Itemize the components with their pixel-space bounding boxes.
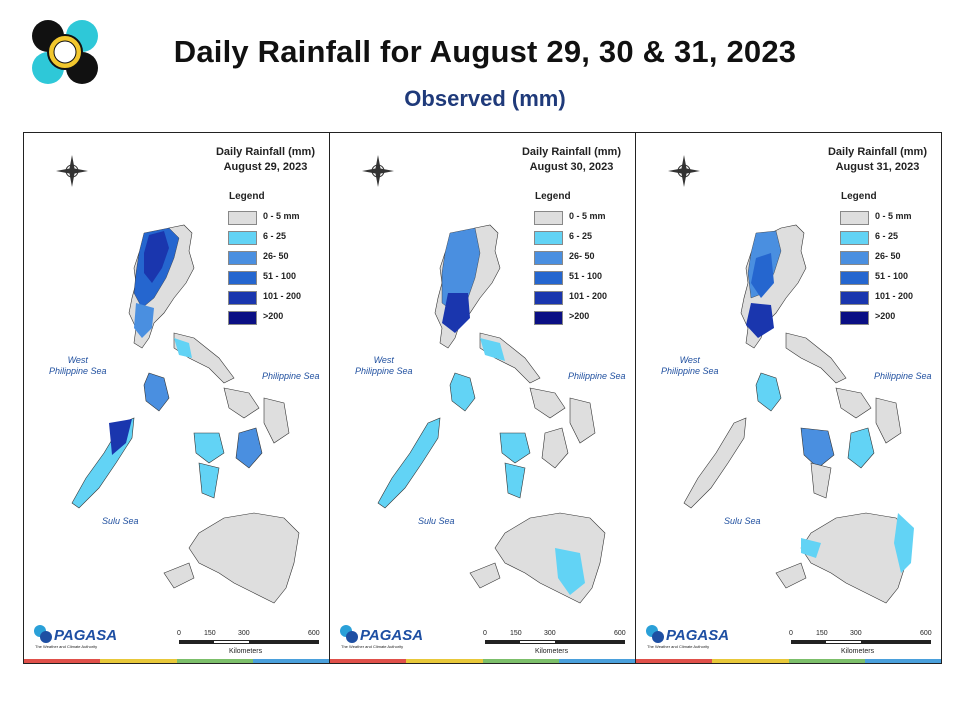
legend-title: Legend xyxy=(535,191,571,202)
legend-label: 101 - 200 xyxy=(263,291,302,301)
legend-label: 26- 50 xyxy=(875,251,901,261)
pagasa-logo: PAGASA The Weather and Climate Authority xyxy=(34,625,118,649)
legend-swatch xyxy=(534,291,563,305)
panel-title-text: Daily Rainfall (mm) xyxy=(521,146,621,158)
map-panel-aug-30: Daily Rainfall (mm) August 30, 2023 Lege… xyxy=(329,132,636,664)
map-panel-aug-29: Daily Rainfall (mm) August 29, 2023 Lege… xyxy=(23,132,330,664)
panel-date: August 29, 2023 xyxy=(223,161,308,173)
legend-swatch xyxy=(228,271,257,285)
legend-swatch xyxy=(534,311,563,325)
panel-title-text: Daily Rainfall (mm) xyxy=(215,146,315,158)
legend-label: 6 - 25 xyxy=(875,231,899,241)
legend-label: 51 - 100 xyxy=(875,271,909,281)
sulu-sea-label: Sulu Sea xyxy=(418,516,455,526)
legend-label: 26- 50 xyxy=(569,251,595,261)
panel-title: Daily Rainfall (mm) August 29, 2023 xyxy=(216,145,315,175)
legend-label: 0 - 5 mm xyxy=(875,211,912,221)
dost-logo xyxy=(30,18,100,86)
legend-swatch xyxy=(228,291,257,305)
color-stripe xyxy=(24,659,329,663)
legend-swatch xyxy=(228,251,257,265)
legend-swatch xyxy=(228,231,257,245)
sulu-sea-label: Sulu Sea xyxy=(724,516,761,526)
legend-label: 101 - 200 xyxy=(569,291,608,301)
west-philippine-sea-label: West Philippine Sea xyxy=(49,355,107,376)
legend-label: >200 xyxy=(569,311,590,321)
legend-label: 26- 50 xyxy=(263,251,289,261)
philippine-sea-label: Philippine Sea xyxy=(568,371,626,381)
scale-bar: 0 150 300 600 Kilometers xyxy=(177,630,320,655)
legend-swatch xyxy=(840,231,869,245)
philippines-map xyxy=(71,224,300,604)
philippines-map xyxy=(683,224,914,604)
compass-icon xyxy=(358,151,398,191)
philippine-sea-label: Philippine Sea xyxy=(262,371,320,381)
legend-swatch xyxy=(840,271,869,285)
map-panel-aug-31: Daily Rainfall (mm) August 31, 2023 Lege… xyxy=(635,132,942,664)
panel-date: August 30, 2023 xyxy=(529,161,614,173)
pagasa-logo: PAGASA The Weather and Climate Authority xyxy=(340,625,424,649)
color-stripe xyxy=(636,659,941,663)
west-philippine-sea-label: West Philippine Sea xyxy=(661,355,719,376)
legend-title: Legend xyxy=(841,191,877,202)
scale-bar: 0 150 300 600 Kilometers xyxy=(483,630,626,655)
map-panels: Daily Rainfall (mm) August 29, 2023 Lege… xyxy=(23,132,942,664)
legend-swatch xyxy=(534,231,563,245)
panel-title-text: Daily Rainfall (mm) xyxy=(827,146,927,158)
legend-label: 101 - 200 xyxy=(875,291,914,301)
legend-label: 0 - 5 mm xyxy=(569,211,606,221)
sulu-sea-label: Sulu Sea xyxy=(102,516,139,526)
legend-swatch xyxy=(534,211,563,225)
legend-label: 6 - 25 xyxy=(263,231,287,241)
legend-swatch xyxy=(840,211,869,225)
panel-title: Daily Rainfall (mm) August 31, 2023 xyxy=(828,145,927,175)
color-stripe xyxy=(330,659,635,663)
legend-swatch xyxy=(840,311,869,325)
philippines-map xyxy=(377,224,606,604)
pagasa-logo: PAGASA The Weather and Climate Authority xyxy=(646,625,730,649)
page-subtitle: Observed (mm) xyxy=(404,86,566,111)
legend-title: Legend xyxy=(229,191,265,202)
legend-swatch xyxy=(840,251,869,265)
compass-icon xyxy=(664,151,704,191)
panel-date: August 31, 2023 xyxy=(835,161,920,173)
legend-label: >200 xyxy=(875,311,896,321)
legend-swatch xyxy=(840,291,869,305)
scale-bar: 0 150 300 600 Kilometers xyxy=(789,630,932,655)
philippine-sea-label: Philippine Sea xyxy=(874,371,932,381)
legend-swatch xyxy=(534,271,563,285)
legend-label: 51 - 100 xyxy=(569,271,603,281)
west-philippine-sea-label: West Philippine Sea xyxy=(355,355,413,376)
compass-icon xyxy=(52,151,92,191)
legend-label: >200 xyxy=(263,311,284,321)
legend-swatch xyxy=(228,311,257,325)
panel-title: Daily Rainfall (mm) August 30, 2023 xyxy=(522,145,621,175)
legend-label: 51 - 100 xyxy=(263,271,297,281)
page-title: Daily Rainfall for August 29, 30 & 31, 2… xyxy=(173,34,797,69)
legend-swatch xyxy=(534,251,563,265)
legend-swatch xyxy=(228,211,257,225)
legend-label: 0 - 5 mm xyxy=(263,211,300,221)
legend-label: 6 - 25 xyxy=(569,231,593,241)
